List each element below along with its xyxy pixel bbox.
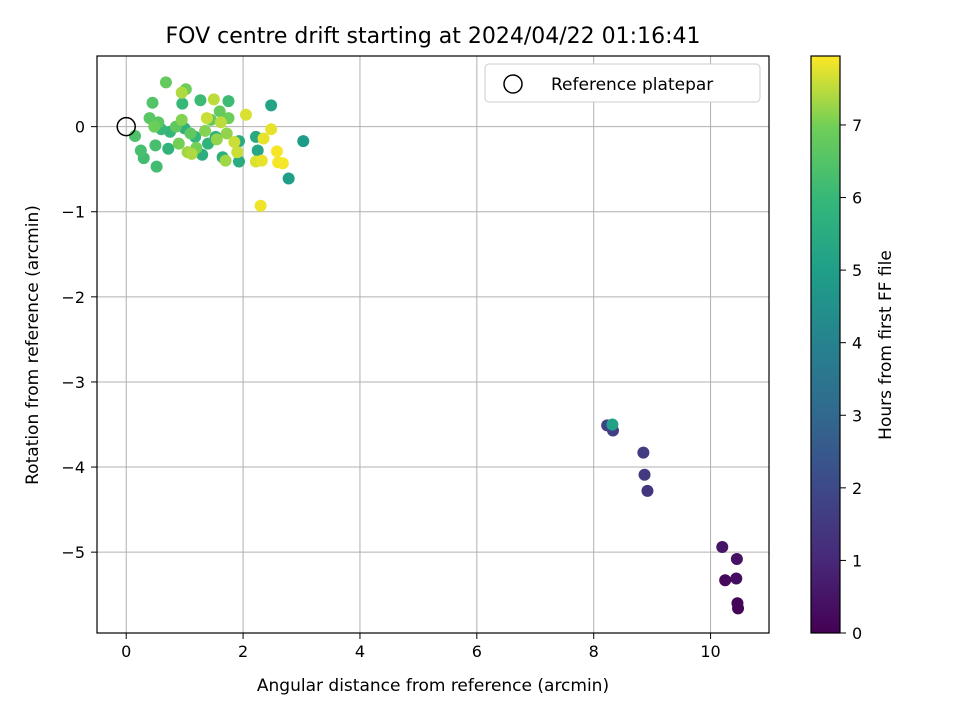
- data-point: [150, 160, 163, 173]
- data-point: [731, 597, 744, 610]
- data-point: [265, 123, 278, 136]
- data-point: [220, 127, 233, 140]
- data-point: [128, 129, 141, 142]
- data-point: [200, 112, 213, 125]
- data-point: [231, 146, 244, 159]
- data-point: [251, 144, 264, 157]
- data-point: [716, 541, 729, 554]
- data-point: [255, 154, 268, 167]
- data-point: [214, 116, 227, 129]
- colorbar-tick-label: 0: [852, 624, 862, 643]
- data-point: [172, 137, 185, 150]
- data-points: [128, 76, 745, 615]
- chart-title: FOV centre drift starting at 2024/04/22 …: [166, 24, 701, 49]
- data-point: [213, 105, 226, 118]
- x-axis-ticks: 0 2 4 6 8 10: [121, 633, 721, 661]
- data-point: [637, 446, 650, 459]
- data-point: [270, 145, 283, 158]
- data-point: [184, 127, 197, 140]
- data-point: [149, 139, 162, 152]
- data-point: [719, 574, 732, 587]
- data-point: [297, 135, 310, 148]
- colorbar-label: Hours from first FF file: [876, 250, 896, 440]
- data-point: [254, 199, 267, 212]
- y-tick-label: 0: [75, 118, 85, 137]
- colorbar-tick-label: 7: [852, 116, 862, 135]
- y-tick-label: −5: [61, 543, 85, 562]
- data-point: [207, 93, 220, 106]
- data-point: [222, 95, 235, 108]
- x-tick-label: 4: [355, 642, 365, 661]
- colorbar-tick-label: 3: [852, 406, 862, 425]
- data-point: [638, 468, 651, 481]
- legend-entry-reference: Reference platepar: [551, 75, 713, 95]
- data-point: [730, 572, 743, 585]
- data-point: [199, 124, 212, 137]
- y-tick-label: −2: [61, 288, 85, 307]
- y-tick-label: −4: [61, 458, 85, 477]
- data-point: [134, 144, 147, 157]
- colorbar-tick-label: 5: [852, 261, 862, 280]
- x-tick-label: 8: [589, 642, 599, 661]
- data-point: [162, 142, 175, 155]
- data-point: [730, 552, 743, 565]
- colorbar-tick-label: 1: [852, 551, 862, 570]
- data-point: [265, 99, 278, 112]
- data-point: [257, 132, 270, 145]
- data-point: [146, 96, 159, 109]
- data-point: [282, 172, 295, 185]
- x-axis-label: Angular distance from reference (arcmin): [257, 676, 609, 696]
- data-point: [228, 135, 241, 148]
- colorbar-tick-label: 6: [852, 189, 862, 208]
- data-point: [641, 484, 654, 497]
- plot-frame: [96, 55, 770, 634]
- data-point: [232, 155, 245, 168]
- y-axis-label: Rotation from reference (arcmin): [23, 205, 43, 485]
- legend-marker-icon: [503, 74, 523, 94]
- data-point: [175, 113, 188, 126]
- data-point: [159, 76, 172, 89]
- x-tick-label: 10: [700, 642, 720, 661]
- colorbar-tick-label: 4: [852, 334, 862, 353]
- data-point: [276, 157, 289, 170]
- x-tick-label: 0: [121, 642, 131, 661]
- data-point: [606, 418, 619, 431]
- y-tick-label: −1: [61, 203, 85, 222]
- data-point: [219, 154, 232, 167]
- y-axis-ticks: 0 −1 −2 −3 −4 −5: [61, 118, 97, 562]
- data-point: [185, 147, 198, 160]
- data-point: [210, 133, 223, 146]
- data-point: [148, 120, 161, 133]
- colorbar-tick-label: 2: [852, 479, 862, 498]
- x-tick-label: 6: [472, 642, 482, 661]
- legend-box: [484, 63, 761, 103]
- legend: Reference platepar: [484, 63, 761, 103]
- data-point: [175, 86, 188, 99]
- reference-platepar-marker: [116, 116, 136, 137]
- data-point: [194, 94, 207, 107]
- data-point: [240, 108, 253, 121]
- x-tick-label: 2: [238, 642, 248, 661]
- data-point: [176, 97, 189, 110]
- colorbar-ticks: 0 1 2 3 4 5 6 7: [840, 116, 862, 643]
- colorbar: [810, 55, 841, 634]
- y-tick-label: −3: [61, 373, 85, 392]
